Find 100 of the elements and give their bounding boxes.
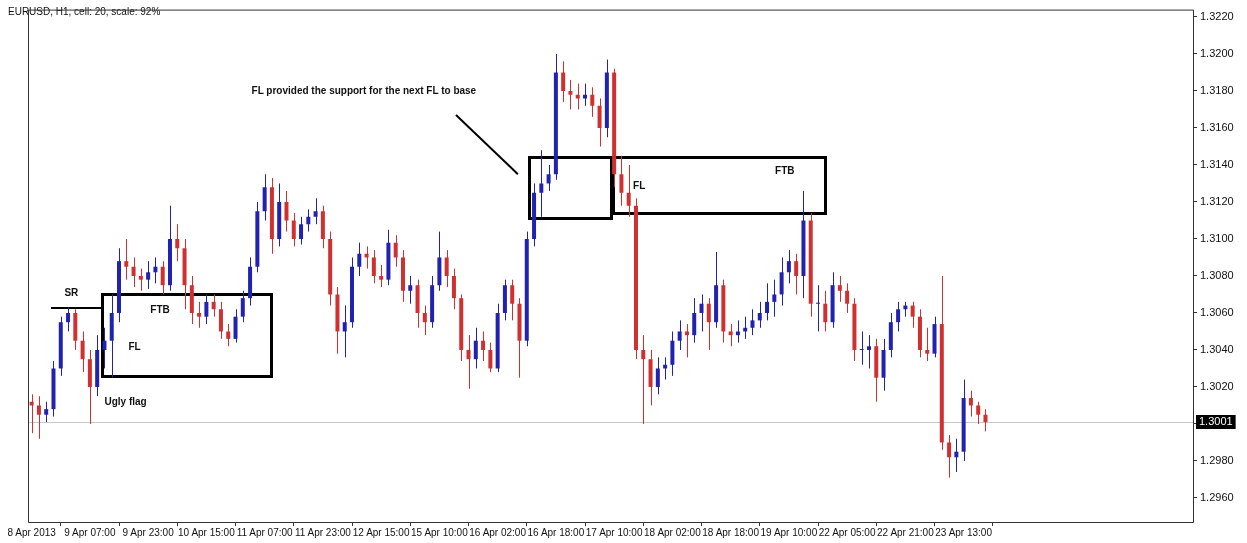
candlestick <box>138 268 143 292</box>
candlestick <box>80 330 85 373</box>
candlestick <box>393 234 398 268</box>
candlestick <box>218 301 223 340</box>
candlestick <box>947 434 952 479</box>
candlestick <box>896 301 901 332</box>
y-tick-label: 1.3180 <box>1200 84 1234 97</box>
x-tick-label: 9 Apr 23:00 <box>122 526 175 538</box>
y-tick-label: 1.2960 <box>1200 490 1234 503</box>
candlestick <box>546 164 551 192</box>
candlestick <box>473 327 478 369</box>
candlestick <box>735 319 740 344</box>
x-tick-label: 11 Apr 07:00 <box>236 526 294 538</box>
candlestick <box>175 223 180 262</box>
annotation: FL <box>128 340 141 352</box>
x-tick-label: 17 Apr 10:00 <box>585 526 643 538</box>
y-tick-label: 1.3080 <box>1200 269 1234 282</box>
y-tick-label: 1.3040 <box>1200 343 1234 355</box>
chart-title: EURUSD, H1, cell: 20, scale: 92% <box>8 6 161 17</box>
candlestick <box>837 275 842 303</box>
candlestick <box>422 305 427 336</box>
candlestick <box>233 308 238 344</box>
x-tick-label: 18 Apr 18:00 <box>702 526 760 538</box>
annotation: FTB <box>150 303 170 315</box>
x-tick-label: 10 Apr 15:00 <box>178 526 236 538</box>
candlestick <box>772 279 777 318</box>
candlestick <box>379 264 384 288</box>
candlestick <box>481 330 486 362</box>
annotation: FL <box>633 179 646 191</box>
candlestick <box>539 149 544 218</box>
x-tick-label: 8 Apr 2013 <box>7 526 57 538</box>
candlestick <box>597 97 602 147</box>
candlestick <box>160 260 165 295</box>
candlestick <box>291 212 296 247</box>
candlestick <box>641 334 646 425</box>
candlestick <box>692 297 697 344</box>
candlestick <box>36 395 41 440</box>
candlestick <box>590 86 595 118</box>
y-tick-label: 1.3140 <box>1200 158 1234 171</box>
candlestick <box>211 293 216 318</box>
annotation: Ugly flag <box>104 396 147 408</box>
candlestick <box>976 401 981 425</box>
x-tick-label: 18 Apr 02:00 <box>644 526 702 538</box>
candlestick <box>342 305 347 358</box>
candlestick <box>866 334 871 369</box>
y-tick-label: 1.2980 <box>1200 453 1234 466</box>
candlestick <box>510 279 515 321</box>
ref-line-label: 1.3001 <box>1199 415 1233 428</box>
y-tick-label: 1.3160 <box>1200 121 1234 134</box>
y-tick-label: 1.3100 <box>1200 232 1234 245</box>
candlestick <box>786 249 791 284</box>
candlestick <box>845 282 850 314</box>
candlestick <box>568 79 573 110</box>
candlestick <box>757 301 762 329</box>
y-tick-label: 1.3020 <box>1200 379 1234 392</box>
candlestick <box>153 256 158 284</box>
candlestick <box>626 164 631 218</box>
candlestick <box>226 323 231 347</box>
candlestick <box>124 238 129 281</box>
candlestick <box>968 390 973 418</box>
candlestick <box>197 301 202 329</box>
candlestick <box>699 293 704 332</box>
x-tick-label: 15 Apr 10:00 <box>411 526 469 538</box>
y-tick-label: 1.3120 <box>1200 195 1234 208</box>
candlestick <box>102 327 107 369</box>
candlestick <box>44 401 49 423</box>
candlestick <box>451 268 456 310</box>
x-tick-label: 22 Apr 05:00 <box>818 526 876 538</box>
candlestick <box>488 342 493 373</box>
x-tick-label: 22 Apr 21:00 <box>877 526 935 538</box>
candlestick <box>910 301 915 329</box>
candlestick <box>561 60 566 103</box>
candlestick <box>313 197 318 225</box>
x-tick-label: 19 Apr 10:00 <box>760 526 818 538</box>
annotation: SR <box>64 287 79 299</box>
candlestick <box>823 290 828 332</box>
candlestick <box>371 249 376 284</box>
candlestick <box>466 334 471 390</box>
x-tick-label: 11 Apr 23:00 <box>294 526 352 538</box>
x-tick-label: 16 Apr 02:00 <box>469 526 527 538</box>
y-tick-label: 1.3200 <box>1200 47 1234 60</box>
candlestick <box>684 323 689 358</box>
candlestick <box>677 319 682 351</box>
x-tick-label: 9 Apr 07:00 <box>64 526 116 538</box>
candlestick <box>925 327 930 362</box>
candlestick <box>779 256 784 307</box>
y-tick-label: 1.3220 <box>1200 10 1234 23</box>
candlestick <box>655 356 660 395</box>
candlestick <box>204 293 209 325</box>
candlestick <box>765 282 770 321</box>
candlestick <box>444 249 449 288</box>
annotation: FL provided the support for the next FL to base <box>251 85 477 97</box>
candlestick <box>619 155 624 207</box>
x-tick-label: 16 Apr 18:00 <box>527 526 585 538</box>
candlestick <box>284 190 289 233</box>
candlestick <box>357 242 362 277</box>
x-tick-label: 12 Apr 15:00 <box>352 526 410 538</box>
candlestick <box>146 260 151 290</box>
y-tick-label: 1.3060 <box>1200 306 1234 318</box>
candlestick <box>794 253 799 295</box>
